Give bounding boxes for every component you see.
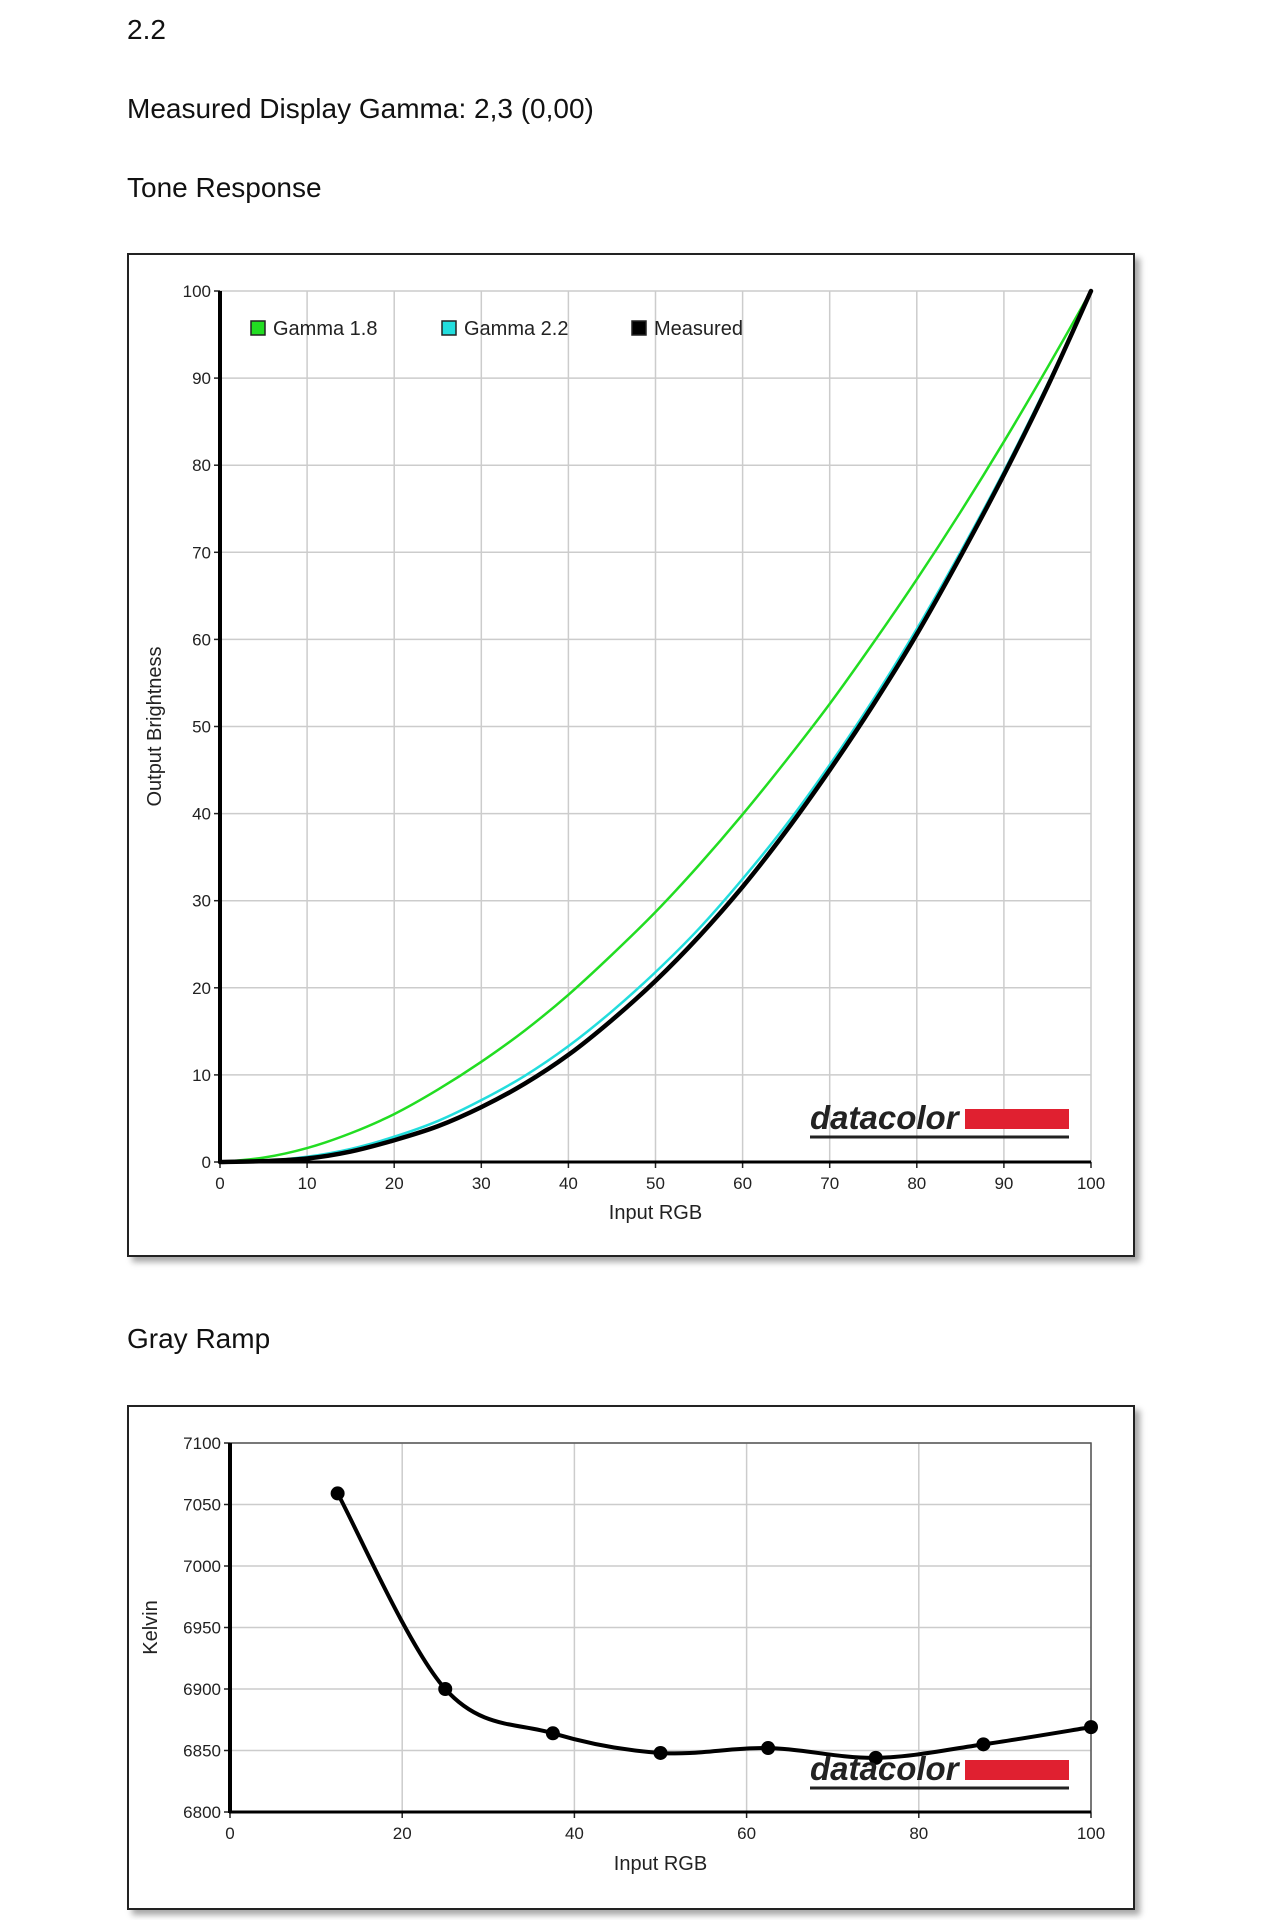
gamma-target-label: 2.2	[127, 14, 166, 45]
gray-ramp-panel: 0 20 40 60 80 100 6800 6850 6900 6950 7000 7050 7100…	[127, 1405, 1135, 1910]
tone-response-chart: 0 10 20 30 40 50 60 70 80 90 100 0 10 20 30 40 50 60 70 80 9…	[144, 282, 1105, 1224]
legend-swatch	[631, 320, 647, 336]
y-tick-label: 7100	[183, 1434, 221, 1453]
legend-label: Gamma 2.2	[464, 318, 568, 340]
data-point	[1084, 1720, 1098, 1735]
tone-response-heading: Tone Response	[127, 172, 322, 203]
y-tick-label: 6900	[183, 1680, 221, 1699]
kelvin-line	[335, 1491, 1093, 1760]
data-point	[653, 1745, 668, 1760]
y-axis-label: Kelvin	[140, 1600, 162, 1654]
x-axis-label: Input RGB	[614, 1853, 707, 1875]
data-point	[545, 1726, 560, 1741]
x-tick-label: 40	[565, 1824, 584, 1843]
y-tick-label: 40	[192, 805, 211, 824]
series-line-3	[217, 288, 1094, 1165]
x-tick-label: 100	[1077, 1174, 1105, 1193]
y-tick-label: 30	[192, 892, 211, 911]
y-tick-label: 50	[192, 718, 211, 737]
series-line-1	[218, 289, 1093, 1164]
y-tick-label: 20	[192, 979, 211, 998]
datacolor-logo-bar	[965, 1109, 1069, 1129]
x-tick-label: 80	[907, 1174, 926, 1193]
gray-ramp-heading: Gray Ramp	[127, 1323, 271, 1354]
y-tick-label: 0	[202, 1153, 211, 1172]
y-tick-label: 6850	[183, 1742, 221, 1761]
x-tick-label: 30	[472, 1174, 491, 1193]
datacolor-logo-text: datacolor	[810, 1750, 961, 1787]
x-tick-label: 20	[385, 1174, 404, 1193]
legend-label: Gamma 1.8	[273, 318, 377, 340]
legend-swatch	[441, 320, 457, 336]
y-tick-label: 80	[192, 456, 211, 475]
data-point	[868, 1750, 883, 1765]
x-tick-label: 90	[994, 1174, 1013, 1193]
y-tick-label: 7050	[183, 1496, 221, 1515]
x-tick-label: 10	[298, 1174, 317, 1193]
x-tick-label: 100	[1077, 1824, 1105, 1843]
y-tick-label: 60	[192, 630, 211, 649]
measured-gamma-label: Measured Display Gamma: 2,3 (0,00)	[127, 93, 594, 124]
x-axis-label: Input RGB	[609, 1202, 702, 1224]
datacolor-logo-bar	[965, 1760, 1069, 1780]
y-tick-label: 7000	[183, 1557, 221, 1576]
data-point	[761, 1741, 776, 1756]
y-tick-label: 90	[192, 369, 211, 388]
x-tick-label: 70	[820, 1174, 839, 1193]
data-point	[438, 1682, 453, 1696]
x-tick-label: 20	[393, 1824, 412, 1843]
x-tick-label: 50	[646, 1174, 665, 1193]
tone-response-panel: 0 10 20 30 40 50 60 70 80 90 100 0 10 20 30 40 50 60 70 80 9…	[127, 253, 1135, 1257]
x-tick-label: 80	[909, 1824, 928, 1843]
x-tick-label: 40	[559, 1174, 578, 1193]
data-point	[330, 1486, 345, 1501]
y-tick-label: 70	[192, 543, 211, 562]
legend-swatch	[250, 320, 266, 336]
y-tick-label: 10	[192, 1066, 211, 1085]
x-tick-label: 0	[215, 1174, 224, 1193]
x-tick-label: 0	[225, 1824, 234, 1843]
y-tick-label: 6950	[183, 1619, 221, 1638]
x-tick-label: 60	[737, 1824, 756, 1843]
y-tick-label: 100	[183, 282, 211, 301]
y-tick-label: 6800	[183, 1803, 221, 1822]
legend-label: Measured	[654, 318, 743, 340]
y-axis-label: Output Brightness	[144, 646, 166, 806]
gray-ramp-chart: 0 20 40 60 80 100 6800 6850 6900 6950 7000 7050 7100…	[140, 1434, 1105, 1875]
datacolor-logo-text: datacolor	[810, 1099, 961, 1136]
data-point	[976, 1737, 991, 1752]
x-tick-label: 60	[733, 1174, 752, 1193]
